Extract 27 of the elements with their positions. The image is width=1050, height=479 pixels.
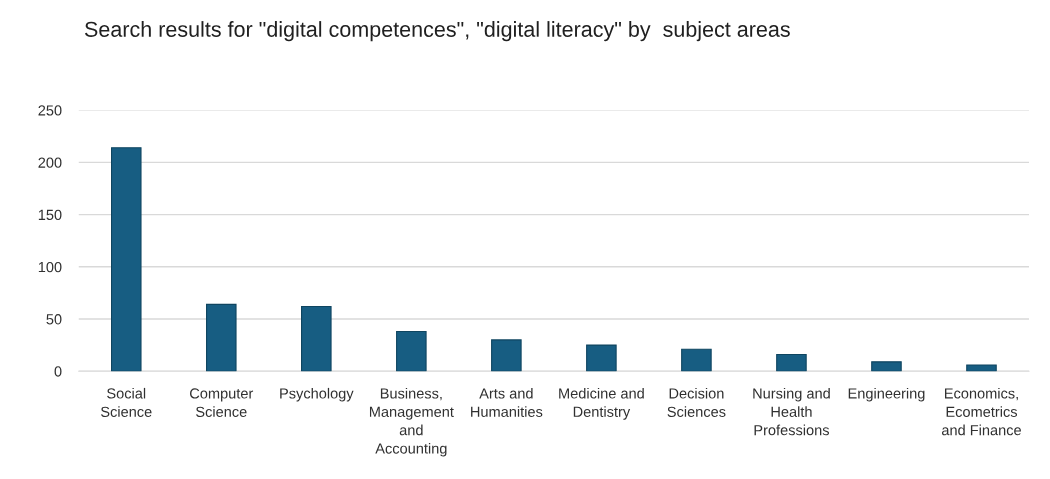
x-tick-label: Computer Science [190, 388, 254, 417]
y-tick-label: 150 [38, 209, 62, 221]
bar [301, 305, 332, 372]
y-tick-label: 200 [38, 157, 62, 168]
y-tick-label: 250 [38, 105, 62, 116]
bar [776, 353, 807, 372]
bar [871, 361, 902, 372]
y-tick-label: 50 [46, 314, 62, 325]
x-tick-label: Social Science [100, 387, 152, 417]
bar [396, 330, 427, 372]
bar [491, 339, 522, 372]
y-tick-label: 100 [38, 261, 62, 273]
x-tick-label: Business, Management and Accounting [369, 387, 454, 457]
x-tick-label: Decision Sciences [667, 387, 726, 417]
bar [110, 147, 142, 372]
y-tick-label: 0 [54, 366, 62, 377]
x-tick-label: Engineering [848, 387, 925, 402]
bar [966, 364, 997, 372]
x-tick-label: Economics, Ecometrics and Finance [941, 387, 1021, 436]
x-tick-label: Medicine and Dentistry [559, 387, 644, 420]
x-tick-label: Arts and Humanities [471, 387, 543, 417]
bar [586, 344, 617, 372]
x-tick-label: Psychology [280, 387, 354, 402]
bar [206, 303, 237, 372]
chart-title: Search results for "digital competences", "digital literacy" by subject areas [84, 21, 790, 42]
x-tick-label: Nursing and Health Professions [753, 387, 830, 436]
bar [681, 348, 712, 372]
